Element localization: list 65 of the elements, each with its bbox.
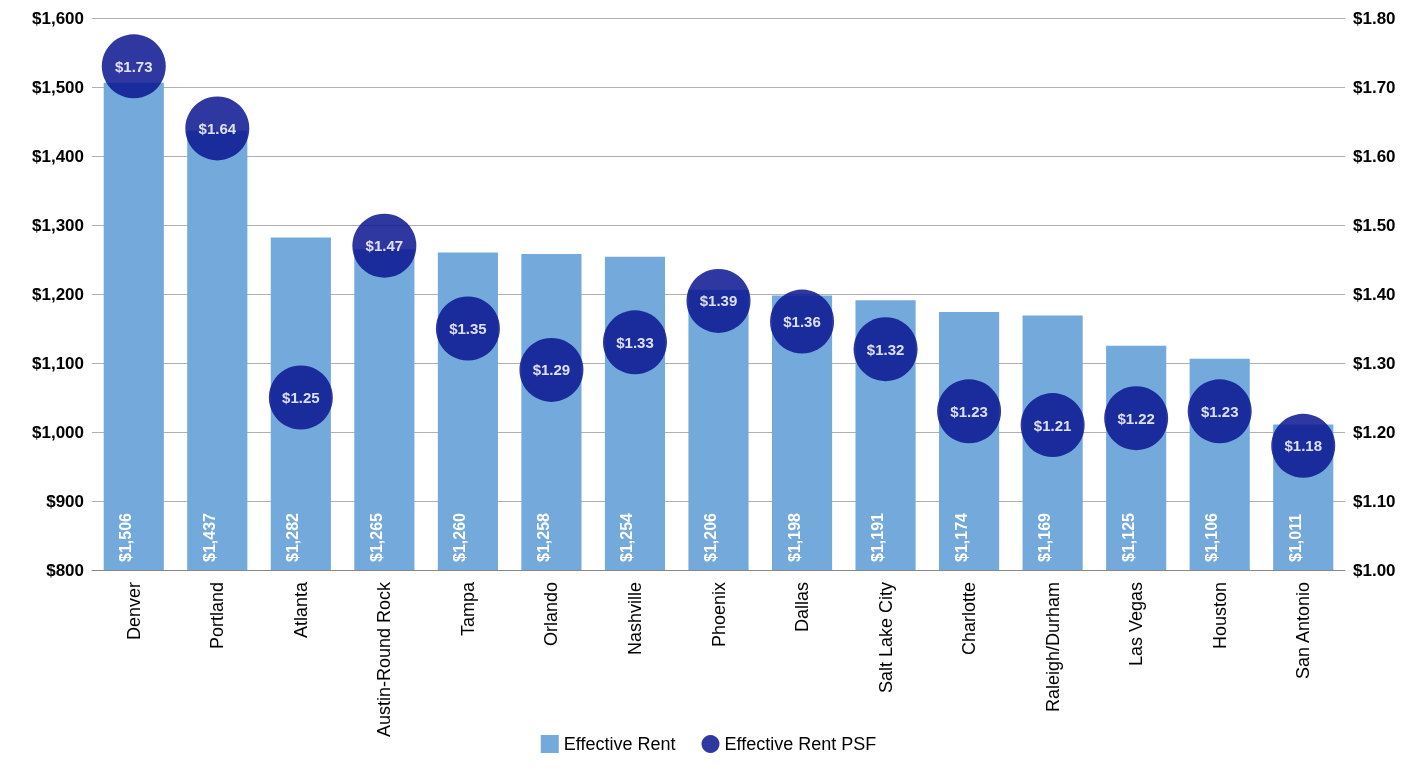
data-label: $1.29 <box>532 361 571 379</box>
x-tick-label: Houston <box>1209 582 1230 650</box>
x-tick-label: Denver <box>123 582 144 641</box>
x-tick-label: Austin-Round Rock <box>374 581 395 738</box>
y2-tick-label: $1.40 <box>1353 284 1396 304</box>
data-label: $1,260 <box>451 512 469 562</box>
x-tick-label: Dallas <box>792 582 813 633</box>
y-tick-label: $900 <box>46 491 84 511</box>
y2-tick-label: $1.20 <box>1353 422 1396 442</box>
data-label: $1,258 <box>534 512 552 562</box>
data-label: $1.35 <box>449 320 487 337</box>
data-label: $1.33 <box>616 333 654 351</box>
x-tick-label: Raleigh/Durham <box>1042 582 1063 713</box>
y-tick-label: $1,300 <box>32 215 84 235</box>
data-label: $1.39 <box>699 292 738 310</box>
data-label: $1,437 <box>200 512 218 562</box>
y-tick-label: $1,100 <box>32 353 84 373</box>
x-tick-label: Tampa <box>457 581 478 637</box>
data-label: $1.47 <box>365 237 404 255</box>
data-label: $1,011 <box>1286 513 1304 562</box>
x-tick-label: Charlotte <box>959 582 980 656</box>
data-label: $1.36 <box>783 313 821 331</box>
x-tick-label: San Antonio <box>1293 582 1314 680</box>
y-tick-label: $1,200 <box>32 284 84 304</box>
legend-label: Effective Rent PSF <box>724 734 877 754</box>
data-label: $1,106 <box>1203 512 1221 562</box>
data-label: $1.23 <box>1200 402 1239 420</box>
legend-label: Effective Rent <box>563 734 676 754</box>
x-tick-label: Nashville <box>624 582 645 656</box>
data-label: $1.22 <box>1117 409 1155 427</box>
data-label: $1,254 <box>618 512 636 562</box>
x-tick-label: Phoenix <box>708 582 729 648</box>
data-label: $1.18 <box>1284 437 1323 455</box>
y2-tick-label: $1.70 <box>1353 77 1396 97</box>
data-label: $1.23 <box>950 402 988 420</box>
y2-tick-label: $1.00 <box>1353 560 1396 580</box>
data-label: $1,169 <box>1036 512 1054 562</box>
y-tick-label: $1,000 <box>32 422 84 442</box>
y2-tick-label: $1.30 <box>1353 353 1396 373</box>
data-label: $1,265 <box>367 512 385 562</box>
data-label: $1,191 <box>869 512 887 562</box>
data-label: $1.64 <box>198 119 237 137</box>
x-tick-label: Atlanta <box>290 581 311 639</box>
data-label: $1,282 <box>284 512 302 562</box>
data-label: $1,206 <box>702 512 719 562</box>
data-label: $1,506 <box>117 512 135 562</box>
y-tick-label: $1,400 <box>32 146 84 166</box>
data-label: $1.73 <box>114 57 153 75</box>
y-tick-label: $1,600 <box>32 8 84 28</box>
x-tick-label: Salt Lake City <box>875 582 896 694</box>
y-tick-label: $1,500 <box>32 77 84 97</box>
data-label: $1,174 <box>952 512 970 562</box>
y2-tick-label: $1.80 <box>1353 8 1396 28</box>
y-tick-label: $800 <box>46 560 84 580</box>
data-label: $1,125 <box>1119 512 1137 562</box>
y2-tick-label: $1.10 <box>1353 491 1396 511</box>
data-label: $1.21 <box>1033 416 1072 434</box>
data-label: $1.32 <box>866 340 905 358</box>
y2-tick-label: $1.60 <box>1353 146 1396 166</box>
y2-tick-label: $1.50 <box>1353 215 1396 235</box>
x-tick-label: Orlando <box>541 582 562 647</box>
x-tick-label: Portland <box>207 582 228 650</box>
x-tick-label: Las Vegas <box>1126 582 1147 667</box>
data-label: $1.25 <box>282 389 320 406</box>
data-label: $1,198 <box>785 512 803 562</box>
